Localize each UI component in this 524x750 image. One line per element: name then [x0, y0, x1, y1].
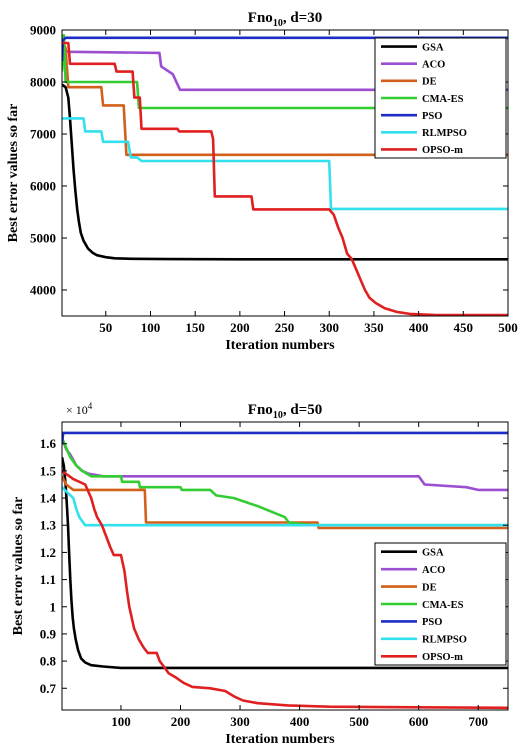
y-multiplier-exp: 4 [88, 401, 93, 411]
legend-label-gsa: GSA [422, 42, 444, 53]
y-tick-label: 1.4 [40, 491, 57, 506]
series-line-gsa [62, 83, 508, 261]
chart-2: Fno10, d=50 100 200 300 400 500 600 700 0.7 0.8 0.… [11, 401, 509, 747]
x-axis-label: Iteration numbers [225, 732, 335, 747]
legend-label-cma-es: CMA-ES [422, 600, 464, 611]
series-line-rlmpso [62, 486, 508, 527]
y-tick-label: 5000 [30, 231, 56, 246]
chart-1: Fno10, d=30 50 100 150 200 250 300 350 400 450 500… [6, 10, 518, 353]
series-lines [62, 33, 508, 316]
title-rest: , d=30 [283, 10, 322, 26]
y-tick-label: 1.5 [40, 463, 57, 478]
legend: GSA ACO DE CMA-ES PSO RLMPSO OPSO-m [374, 37, 507, 159]
x-tick-label: 100 [111, 714, 131, 729]
y-multiplier: × 104 [66, 401, 93, 417]
x-tick-label: 500 [498, 320, 518, 335]
x-tick-label: 300 [230, 714, 250, 729]
x-tick-label: 350 [364, 320, 384, 335]
y-tick-label: 0.8 [40, 654, 57, 669]
series-line-de [62, 39, 508, 157]
y-axis-label: Best error values so far [11, 497, 26, 636]
y-tick-label: 1.1 [40, 572, 56, 587]
x-tick-label: 200 [230, 320, 250, 335]
x-tick-label: 200 [171, 714, 191, 729]
legend-label-pso: PSO [422, 111, 442, 122]
y-tick-label: 1.2 [40, 545, 56, 560]
series-line-opso-m [62, 41, 508, 316]
x-tick-label: 100 [141, 320, 161, 335]
x-tick-label: 600 [409, 714, 429, 729]
title-subscript: 10 [273, 18, 283, 29]
title-base: Fno [248, 10, 273, 26]
series-lines [62, 431, 508, 710]
title-subscript: 10 [273, 410, 283, 421]
legend-label-gsa: GSA [422, 548, 444, 559]
legend: GSA ACO DE CMA-ES PSO RLMPSO OPSO-m [374, 542, 507, 666]
title-base: Fno [248, 402, 273, 418]
y-tick-label: 8000 [30, 75, 56, 90]
y-tick-label: 0.7 [40, 681, 57, 696]
y-tick-label: 9000 [30, 23, 56, 38]
y-tick-label: 7000 [30, 127, 56, 142]
chart-title: Fno10, d=50 [248, 402, 322, 421]
series-line-opso-m [62, 469, 508, 710]
plot-frame [61, 421, 509, 711]
legend-label-aco: ACO [422, 565, 445, 576]
y-tick-label: 1.6 [40, 436, 57, 451]
x-tick-label: 700 [468, 714, 488, 729]
legend-label-pso: PSO [422, 617, 442, 628]
x-axis-label: Iteration numbers [225, 338, 335, 353]
legend-label-de: DE [422, 582, 437, 593]
series-line-cma-es [62, 437, 508, 527]
series-line-pso [62, 431, 508, 444]
legend-label-cma-es: CMA-ES [422, 94, 464, 105]
x-tick-label: 50 [99, 320, 112, 335]
y-tick-label: 6000 [30, 179, 56, 194]
legend-label-opso-m: OPSO-m [422, 145, 463, 156]
title-rest: , d=50 [283, 402, 322, 418]
chart-title: Fno10, d=30 [248, 10, 322, 29]
legend-label-rlmpso: RLMPSO [422, 635, 467, 646]
y-tick-label: 0.9 [40, 626, 57, 641]
legend-label-opso-m: OPSO-m [422, 652, 463, 663]
legend-label-rlmpso: RLMPSO [422, 128, 467, 139]
series-line-de [62, 475, 508, 530]
y-tick-label: 1 [50, 599, 57, 614]
x-tick-label: 150 [185, 320, 205, 335]
series-line-gsa [62, 457, 508, 670]
x-tick-label: 400 [290, 714, 310, 729]
x-tick-label: 250 [275, 320, 295, 335]
x-tick-label: 500 [349, 714, 369, 729]
legend-label-de: DE [422, 77, 437, 88]
y-tick-label: 4000 [30, 283, 56, 298]
y-multiplier-base: × 10 [66, 403, 88, 417]
series-line-rlmpso [62, 117, 508, 211]
legend-label-aco: ACO [422, 60, 445, 71]
y-tick-label: 1.3 [40, 518, 57, 533]
y-axis-label: Best error values so far [6, 104, 21, 243]
x-tick-label: 300 [319, 320, 339, 335]
x-tick-label: 400 [409, 320, 429, 335]
x-tick-label: 450 [454, 320, 474, 335]
